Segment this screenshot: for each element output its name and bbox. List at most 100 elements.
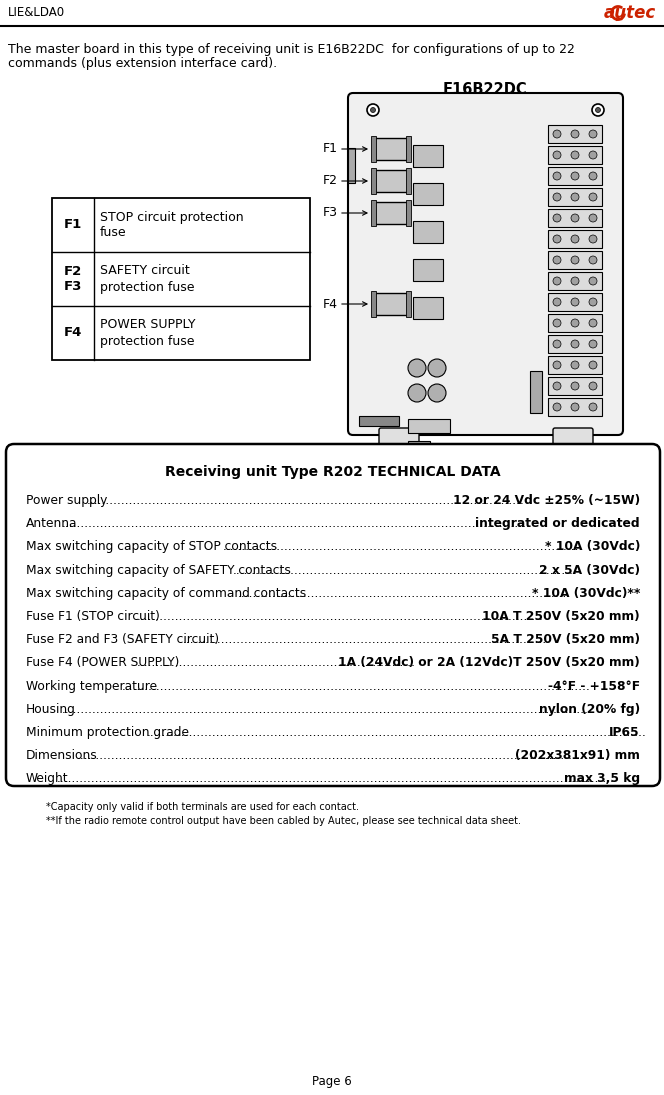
Bar: [548, 209, 602, 227]
Text: integrated or dedicated: integrated or dedicated: [475, 517, 640, 530]
Text: ................................................................................: ........................................…: [56, 772, 614, 785]
Text: Antenna: Antenna: [26, 517, 78, 530]
Text: ................................................................................: ........................................…: [147, 726, 647, 739]
Text: IP65: IP65: [610, 726, 640, 739]
Circle shape: [589, 235, 597, 243]
Text: F1: F1: [323, 142, 338, 155]
Bar: [408, 441, 430, 453]
Bar: [375, 170, 407, 192]
Bar: [348, 148, 355, 183]
Text: ................................................................................: ........................................…: [238, 587, 571, 600]
Circle shape: [589, 277, 597, 285]
Bar: [371, 168, 376, 194]
Circle shape: [596, 107, 600, 113]
Circle shape: [571, 277, 579, 285]
Text: F3: F3: [323, 207, 338, 219]
Circle shape: [589, 256, 597, 264]
Text: Receiving unit Type R202 TECHNICAL DATA: Receiving unit Type R202 TECHNICAL DATA: [165, 465, 501, 479]
Circle shape: [553, 403, 561, 411]
Circle shape: [571, 172, 579, 180]
Text: * 10A (30Vdc)**: * 10A (30Vdc)**: [532, 587, 640, 600]
Text: max 3,5 kg: max 3,5 kg: [564, 772, 640, 785]
Text: E16B22DC: E16B22DC: [443, 82, 527, 97]
Circle shape: [408, 359, 426, 377]
Circle shape: [571, 214, 579, 222]
Text: ........................................................................: ........................................…: [137, 656, 416, 669]
Circle shape: [553, 361, 561, 369]
Text: (202x381x91) mm: (202x381x91) mm: [515, 749, 640, 762]
Circle shape: [553, 341, 561, 348]
Bar: [548, 188, 602, 206]
Text: -4°F - +158°F: -4°F - +158°F: [548, 680, 640, 693]
Text: ................................................................................: ........................................…: [137, 610, 544, 623]
Bar: [408, 419, 450, 433]
Text: Housing: Housing: [26, 703, 76, 716]
Circle shape: [553, 193, 561, 201]
Bar: [413, 145, 443, 168]
Circle shape: [589, 172, 597, 180]
Bar: [548, 335, 602, 353]
Bar: [359, 416, 399, 426]
Text: F1: F1: [64, 219, 82, 231]
Text: F2: F2: [323, 174, 338, 187]
Circle shape: [428, 384, 446, 402]
Text: ................................................................................: ........................................…: [61, 517, 531, 530]
Bar: [548, 251, 602, 269]
Circle shape: [553, 151, 561, 159]
Text: ................................................................................: ........................................…: [183, 633, 546, 646]
Text: ................................................................................: ........................................…: [61, 703, 588, 716]
Text: nylon (20% fg): nylon (20% fg): [539, 703, 640, 716]
Circle shape: [589, 361, 597, 369]
Bar: [371, 136, 376, 162]
Bar: [52, 198, 310, 360]
Text: Max switching capacity of command contacts: Max switching capacity of command contac…: [26, 587, 306, 600]
Circle shape: [553, 214, 561, 222]
Circle shape: [553, 172, 561, 180]
Text: ................................................................................: ........................................…: [76, 749, 580, 762]
Text: 1A (24Vdc) or 2A (12Vdc)T 250V (5x20 mm): 1A (24Vdc) or 2A (12Vdc)T 250V (5x20 mm): [338, 656, 640, 669]
FancyBboxPatch shape: [379, 428, 419, 450]
Circle shape: [589, 130, 597, 138]
Text: Fuse F1 (STOP circuit): Fuse F1 (STOP circuit): [26, 610, 160, 623]
Circle shape: [571, 341, 579, 348]
Bar: [413, 221, 443, 243]
Text: 2 x 5A (30Vdc): 2 x 5A (30Vdc): [539, 564, 640, 577]
Text: POWER SUPPLY
protection fuse: POWER SUPPLY protection fuse: [100, 319, 195, 347]
Circle shape: [571, 298, 579, 306]
Circle shape: [589, 319, 597, 327]
Text: *Capacity only valid if both terminals are used for each contact.: *Capacity only valid if both terminals a…: [46, 802, 359, 811]
Bar: [548, 377, 602, 395]
Circle shape: [553, 382, 561, 390]
Circle shape: [571, 235, 579, 243]
Bar: [548, 293, 602, 311]
Text: Working temperature: Working temperature: [26, 680, 157, 693]
Bar: [406, 136, 411, 162]
Bar: [375, 138, 407, 160]
Text: Weight: Weight: [26, 772, 68, 785]
Text: LIE&LDA0: LIE&LDA0: [8, 7, 65, 20]
Text: The master board in this type of receiving unit is E16B22DC  for configurations : The master board in this type of receivi…: [8, 43, 575, 56]
Text: * 10A (30Vdc): * 10A (30Vdc): [544, 541, 640, 553]
Text: ................................................................................: ........................................…: [122, 680, 591, 693]
Bar: [548, 314, 602, 332]
Circle shape: [408, 384, 426, 402]
FancyBboxPatch shape: [553, 428, 593, 450]
Text: Fuse F2 and F3 (SAFETY circuit): Fuse F2 and F3 (SAFETY circuit): [26, 633, 219, 646]
Bar: [406, 200, 411, 226]
Circle shape: [571, 361, 579, 369]
Text: SAFETY circuit
protection fuse: SAFETY circuit protection fuse: [100, 265, 195, 293]
Bar: [406, 168, 411, 194]
Text: Power supply: Power supply: [26, 494, 108, 507]
Text: ................................................................................: ........................................…: [223, 541, 584, 553]
Text: Page 6: Page 6: [312, 1075, 352, 1088]
Bar: [406, 291, 411, 316]
FancyBboxPatch shape: [6, 443, 660, 786]
Text: **If the radio remote control output have been cabled by Autec, please see techn: **If the radio remote control output hav…: [46, 816, 521, 826]
Text: ................................................................................: ........................................…: [86, 494, 525, 507]
Text: commands (plus extension interface card).: commands (plus extension interface card)…: [8, 57, 277, 70]
Bar: [548, 125, 602, 143]
Circle shape: [571, 382, 579, 390]
Circle shape: [589, 298, 597, 306]
Text: autec: autec: [604, 4, 656, 22]
Circle shape: [589, 382, 597, 390]
